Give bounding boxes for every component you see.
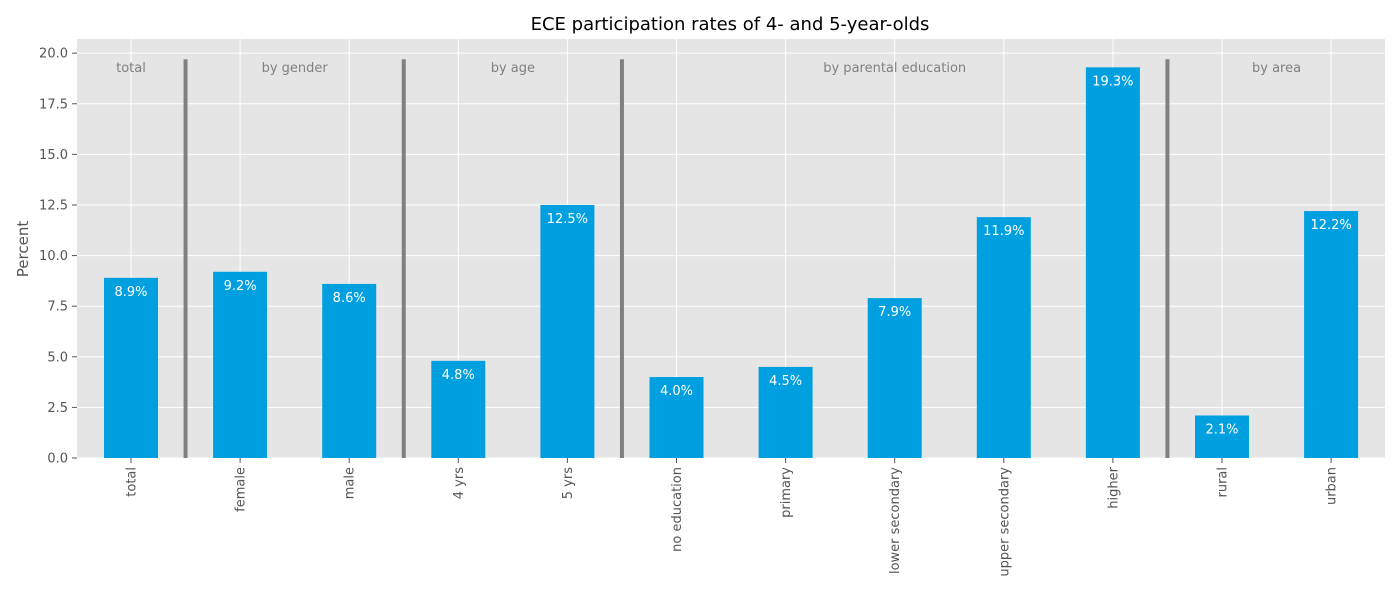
bar-value-label: 11.9% xyxy=(983,224,1024,239)
x-tick-label: rural xyxy=(1216,467,1231,498)
y-axis-label: Percent xyxy=(14,221,32,278)
bar-upper-secondary xyxy=(976,217,1031,458)
bar-no-education xyxy=(649,377,704,458)
bar-value-label: 19.3% xyxy=(1092,74,1133,89)
y-tick-label: 12.5 xyxy=(39,198,68,213)
bar-value-labels: 8.9% 9.2% 8.6% 4.8% 12.5% 4.0% 4.5% 7.9% 11.9% 19… xyxy=(114,74,1351,437)
bar-rural xyxy=(1195,415,1249,458)
bar-value-label: 2.1% xyxy=(1205,422,1238,437)
group-label: by gender xyxy=(262,61,329,76)
x-tick-label: primary xyxy=(779,467,794,518)
x-tick-label: 4 yrs xyxy=(452,467,467,499)
y-tick-label: 17.5 xyxy=(39,97,68,112)
x-tick-label: higher xyxy=(1106,466,1121,508)
x-tick-label: lower secondary xyxy=(888,467,903,574)
bar-value-label: 4.5% xyxy=(769,374,802,389)
chart-title: ECE participation rates of 4- and 5-year… xyxy=(531,14,930,35)
bar-lower-secondary xyxy=(867,298,922,458)
y-tick-label: 15.0 xyxy=(39,148,68,163)
group-label: by age xyxy=(491,61,535,76)
x-tick-label: male xyxy=(343,467,358,499)
y-axis: 0.0 2.5 5.0 7.5 10.0 12.5 15.0 17.5 20.0 xyxy=(39,47,77,467)
y-tick-label: 20.0 xyxy=(39,47,68,62)
y-tick-label: 10.0 xyxy=(39,249,68,264)
bar-higher xyxy=(1085,67,1140,458)
group-separators xyxy=(183,59,1170,458)
y-tick-label: 7.5 xyxy=(47,300,68,315)
group-label: by parental education xyxy=(823,61,966,76)
bar-male xyxy=(322,283,377,458)
bar-primary xyxy=(758,366,813,458)
bar-value-label: 4.0% xyxy=(660,384,693,399)
bar-value-label: 12.2% xyxy=(1310,218,1351,233)
group-label: total xyxy=(116,61,146,76)
group-labels: total by gender by age by parental educatio… xyxy=(116,61,1301,76)
y-tick-label: 5.0 xyxy=(47,350,68,365)
y-tick-label: 2.5 xyxy=(47,401,68,416)
bar-4-yrs xyxy=(431,360,486,458)
x-tick-label: upper secondary xyxy=(997,467,1012,577)
bar-value-label: 9.2% xyxy=(224,279,257,294)
bar-female xyxy=(213,271,268,458)
x-axis: total female male 4 yrs 5 yrs no education pri… xyxy=(125,458,1340,577)
bar-value-label: 8.9% xyxy=(114,285,147,300)
x-tick-label: female xyxy=(234,467,249,512)
bar-urban xyxy=(1304,211,1359,458)
bar-value-label: 8.6% xyxy=(333,291,366,306)
group-label: by area xyxy=(1252,61,1301,76)
x-tick-label: total xyxy=(125,467,140,497)
y-tick-label: 0.0 xyxy=(47,452,68,467)
bar-5-yrs xyxy=(540,204,595,458)
bars xyxy=(104,67,1359,458)
bar-value-label: 12.5% xyxy=(547,212,588,227)
bar-total xyxy=(104,277,158,458)
bar-value-label: 7.9% xyxy=(878,305,911,320)
x-tick-label: no education xyxy=(670,467,685,552)
bar-value-label: 4.8% xyxy=(442,368,475,383)
x-tick-label: urban xyxy=(1325,467,1340,505)
x-tick-label: 5 yrs xyxy=(561,467,576,499)
plot-background xyxy=(77,39,1385,458)
